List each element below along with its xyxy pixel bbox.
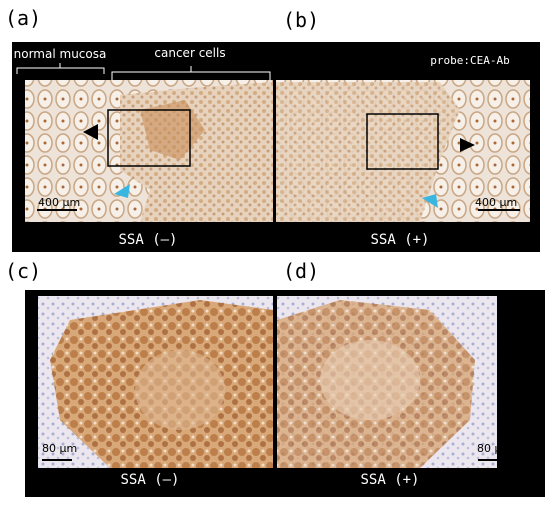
image-a <box>25 80 273 222</box>
panel-label: (b) <box>283 8 319 32</box>
scale-label: 80 μm <box>42 442 77 455</box>
annotation: probe:CEA-Ab <box>430 54 509 67</box>
panel-label: (d) <box>283 259 319 283</box>
scale-label: 80 μm <box>477 442 512 455</box>
image-d <box>277 296 508 468</box>
caption: SSA (+) <box>370 232 429 248</box>
image-c <box>38 296 273 468</box>
image-b <box>276 80 530 222</box>
caption: SSA (—) <box>120 472 179 488</box>
panel-label: (a) <box>5 6 41 30</box>
scale-label: 400 μm <box>475 196 517 209</box>
annotation: normal mucosa <box>14 47 107 61</box>
scale-label: 400 μm <box>38 196 80 209</box>
annotation: cancer cells <box>154 46 225 60</box>
bracket <box>16 63 105 74</box>
caption: SSA (+) <box>360 472 419 488</box>
caption: SSA (—) <box>118 232 177 248</box>
bracket <box>111 66 271 80</box>
panel-label: (c) <box>5 259 41 283</box>
